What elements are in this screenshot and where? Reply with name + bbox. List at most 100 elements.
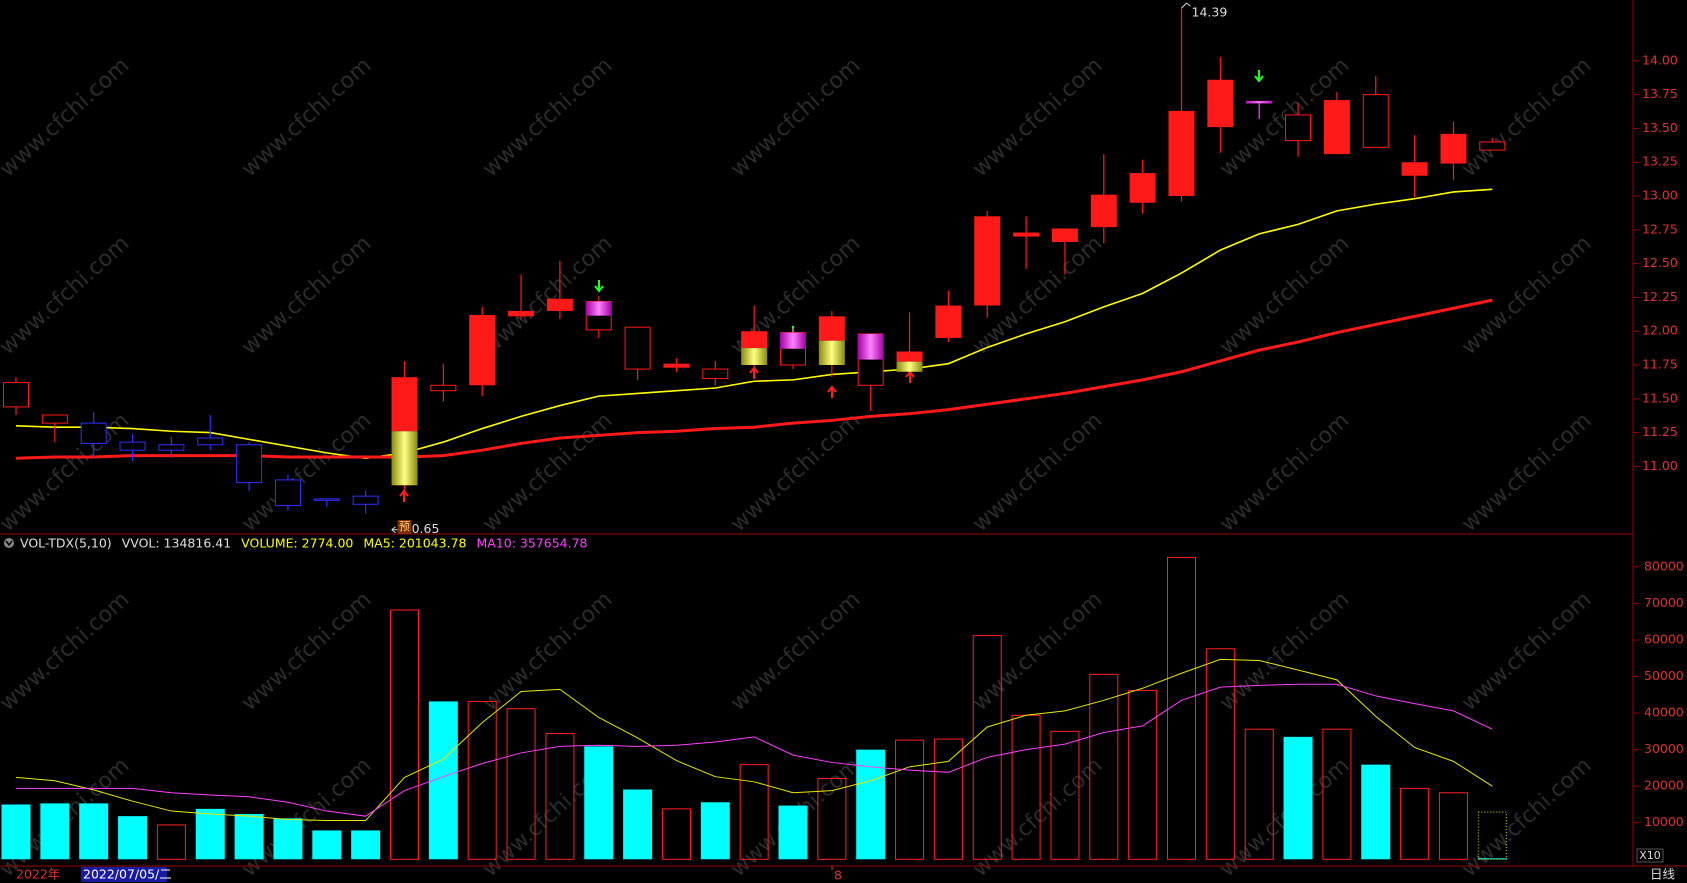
candle-body	[430, 384, 457, 392]
volume-bar	[312, 830, 342, 860]
candle-body	[352, 495, 379, 505]
buy-arrow	[827, 385, 837, 398]
y-tick-label: 13.00	[1642, 188, 1678, 203]
projected-volume	[1477, 811, 1507, 860]
y-tick-label: 14.00	[1642, 52, 1678, 67]
sell-arrow	[1254, 70, 1264, 83]
y-tick-label: 11.75	[1642, 357, 1678, 372]
candle-body	[1440, 133, 1467, 164]
volume-ma10-line	[16, 683, 1493, 817]
candle-body	[741, 331, 768, 366]
mark-badge	[397, 520, 412, 534]
volume-header: VOL-TDX(5,10) VVOL: 134816.41 VOLUME: 2774…	[20, 536, 588, 551]
unit-box	[1636, 848, 1664, 863]
volume-bar	[390, 609, 419, 860]
volume-tick-label: 40000	[1644, 705, 1684, 720]
candle-body	[1051, 228, 1078, 242]
volume-bar	[195, 808, 225, 860]
candle-body-top	[1246, 101, 1273, 103]
volume-header-item: MA10: 357654.78	[476, 536, 587, 551]
footer-date: 2022/07/05/二	[83, 867, 172, 882]
volume-bar	[234, 813, 264, 860]
volume-bar	[40, 803, 70, 860]
volume-header-item: VOLUME: 2774.00	[241, 536, 353, 551]
volume-bar	[1167, 556, 1196, 860]
candle-body	[1401, 162, 1428, 176]
volume-ma5-line	[15, 658, 1493, 822]
candle-body	[585, 300, 612, 331]
candle-body	[1323, 100, 1350, 155]
y-tick-label: 12.25	[1642, 289, 1678, 304]
y-tick-label: 12.50	[1642, 255, 1678, 270]
candle-body	[1285, 114, 1312, 142]
volume-tick-label: 70000	[1644, 595, 1684, 610]
candle-body	[313, 498, 340, 501]
y-tick-label: 13.50	[1642, 120, 1678, 135]
volume-bar	[1205, 648, 1235, 860]
candle-body	[41, 414, 68, 424]
volume-bar	[1050, 730, 1080, 860]
candle-body-top	[896, 351, 923, 362]
candle-body-top	[585, 301, 612, 316]
period-label[interactable]: 日线	[1650, 867, 1676, 882]
volume-bar	[1128, 689, 1158, 860]
volume-bar	[1322, 728, 1352, 860]
volume-bar	[506, 708, 536, 860]
y-tick-label: 13.75	[1642, 86, 1678, 101]
volume-bar	[1438, 792, 1468, 860]
y-tick-label: 12.75	[1642, 221, 1678, 236]
candle-body	[1013, 232, 1040, 237]
volume-tick-label: 60000	[1644, 631, 1684, 646]
volume-bar	[778, 805, 808, 860]
candle-body	[1207, 79, 1234, 128]
volume-bar	[933, 738, 963, 860]
candle-body	[702, 368, 729, 380]
y-tick-label: 13.25	[1642, 154, 1678, 169]
volume-bar	[156, 824, 186, 860]
mark-label: 预	[399, 520, 410, 533]
candle-body-top	[391, 377, 418, 432]
volume-tick-label: 80000	[1644, 558, 1684, 573]
volume-unit: X10	[1639, 849, 1661, 862]
candle-body-top	[741, 331, 768, 349]
candle-body	[391, 377, 418, 486]
volume-bar	[79, 803, 109, 860]
candle-body	[274, 479, 301, 507]
indicator-menu-chevron	[5, 540, 13, 547]
candle-body	[158, 444, 185, 451]
candle-body-top	[857, 333, 884, 360]
volume-bar	[351, 830, 381, 860]
candle-body	[3, 382, 29, 408]
candle-body	[663, 363, 690, 368]
y-tick-label: 12.00	[1642, 323, 1678, 338]
volume-bar	[623, 789, 653, 860]
volume-header-item: MA5: 201043.78	[363, 536, 466, 551]
candle-body	[896, 351, 923, 372]
indicator-menu-icon[interactable]	[4, 538, 14, 548]
volume-bar	[1477, 858, 1507, 860]
footer-year: 2022年	[16, 867, 60, 882]
volume-bar	[895, 739, 925, 860]
volume-bar	[700, 802, 730, 860]
price-ma-line	[15, 188, 1493, 460]
volume-bar	[467, 700, 497, 860]
candle-body-bottom	[741, 348, 768, 366]
candle-body	[1362, 94, 1389, 148]
high-label: 14.39	[1192, 5, 1228, 20]
high-pointer	[1181, 2, 1191, 9]
candle-body	[508, 310, 535, 317]
volume-bar	[118, 816, 148, 860]
volume-bar	[739, 764, 769, 860]
candle-body-top	[780, 332, 806, 349]
candle-body	[974, 216, 1001, 306]
sell-arrow	[594, 280, 604, 293]
candle-body	[818, 316, 845, 366]
volume-bar	[584, 746, 614, 860]
low-label: 10.65	[404, 521, 440, 536]
volume-header-item: VVOL: 134816.41	[122, 536, 231, 551]
candle-body	[1246, 100, 1273, 104]
candle-body	[80, 422, 107, 444]
footer-date-highlight	[81, 867, 167, 882]
volume-bar	[1089, 673, 1119, 860]
